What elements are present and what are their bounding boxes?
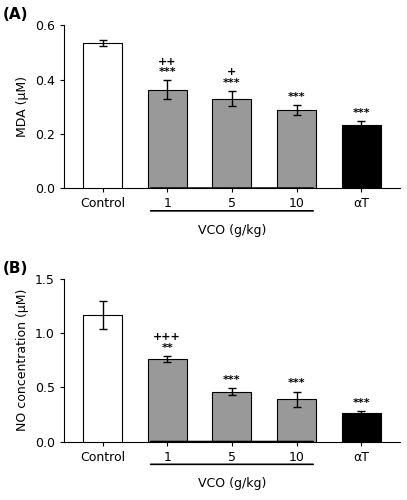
- Bar: [342, 414, 381, 442]
- Bar: [83, 43, 122, 188]
- Y-axis label: MDA (μM): MDA (μM): [16, 76, 29, 138]
- Y-axis label: NO concentration (μM): NO concentration (μM): [16, 289, 29, 432]
- Bar: [277, 110, 316, 188]
- Bar: [148, 90, 187, 188]
- Text: ***: ***: [288, 92, 305, 102]
- Text: VCO (g/kg): VCO (g/kg): [198, 224, 266, 237]
- Bar: [212, 98, 251, 188]
- Text: +++: +++: [153, 332, 181, 342]
- Text: ***: ***: [158, 67, 176, 77]
- Bar: [212, 392, 251, 442]
- Text: (A): (A): [3, 7, 28, 22]
- Text: ++: ++: [158, 56, 177, 66]
- Text: ***: ***: [223, 78, 241, 88]
- Text: VCO (g/kg): VCO (g/kg): [198, 478, 266, 490]
- Text: **: **: [161, 342, 173, 352]
- Text: +: +: [227, 67, 236, 77]
- Bar: [148, 359, 187, 442]
- Text: ***: ***: [223, 375, 241, 385]
- Text: ***: ***: [288, 378, 305, 388]
- Bar: [83, 314, 122, 442]
- Text: ***: ***: [352, 398, 370, 408]
- Bar: [277, 400, 316, 442]
- Text: (B): (B): [3, 260, 28, 276]
- Bar: [342, 125, 381, 188]
- Text: ***: ***: [352, 108, 370, 118]
